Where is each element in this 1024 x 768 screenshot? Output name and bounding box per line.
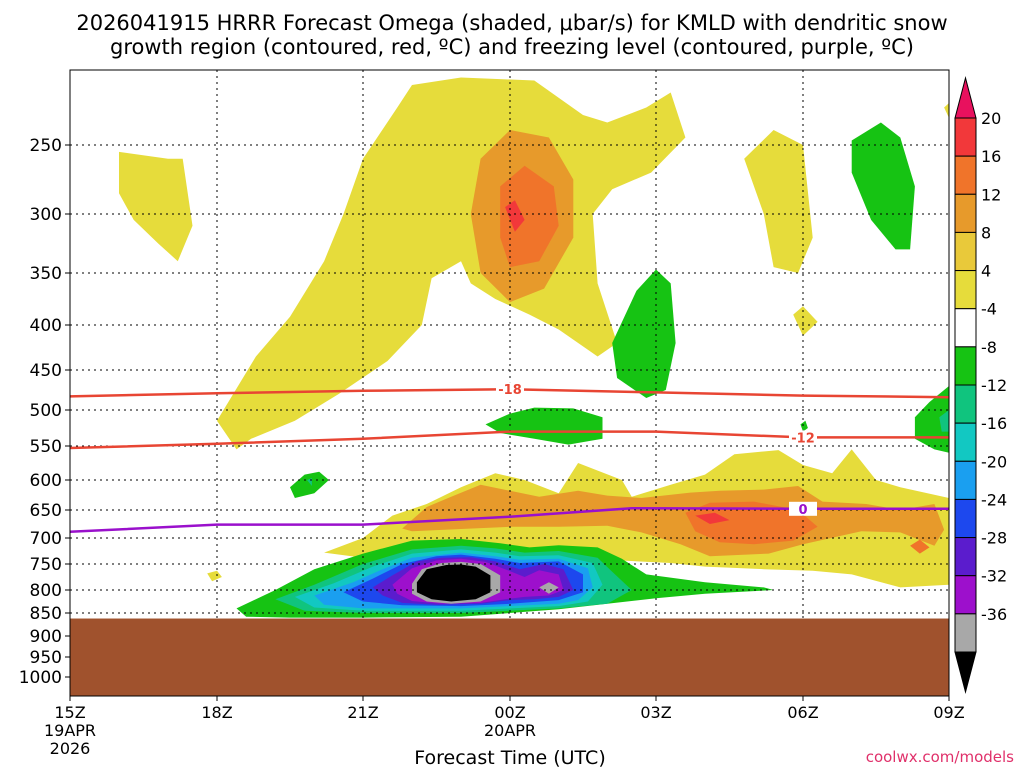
colorbar: 20 16 12 8 4 -4 -8 -12 -16 -20 -24 -28 -32 -36 (954, 76, 1007, 694)
contour-label-isotherm-minus18: -18 (498, 383, 522, 398)
colorbar-swatch (954, 537, 977, 577)
x-axis-title: Forecast Time (UTC) (414, 747, 605, 768)
credit-link[interactable]: coolwx.com/models (866, 748, 1014, 766)
x-tick-date: 20APR (484, 721, 536, 740)
omega-region-upper-mid-positive (217, 77, 686, 450)
colorbar-label: -24 (981, 490, 1007, 509)
chart-title-line1: 2026041915 HRRR Forecast Omega (shaded, … (76, 11, 947, 35)
y-tick-label-950: 950 (30, 648, 62, 668)
omega-region-right-high-positive (744, 130, 813, 273)
y-axis: 250 300 350 400 450 500 550 600 650 700 750 800 850 9… (19, 136, 70, 688)
omega-region-right-edge-positive (944, 103, 949, 118)
contour-label-bg (789, 501, 817, 516)
plot-area: -18 -12 0 (69, 69, 950, 697)
colorbar-swatch (954, 231, 977, 272)
colorbar-label: 12 (981, 185, 1001, 204)
omega-region-right-small-orange (910, 539, 930, 554)
colorbar-label: -8 (981, 338, 997, 357)
ground-below-surface (70, 618, 949, 696)
colorbar-label: -32 (981, 567, 1007, 586)
colorbar-label: -16 (981, 414, 1007, 433)
y-tick-label-350: 350 (30, 264, 62, 284)
colorbar-label: -12 (981, 376, 1007, 395)
y-tick-label-500: 500 (30, 401, 62, 421)
omega-region-green-600 (290, 471, 329, 498)
colorbar-label: -4 (981, 300, 997, 319)
colorbar-label: 16 (981, 147, 1001, 166)
y-tick-label-900: 900 (30, 627, 62, 647)
colorbar-label: 20 (981, 109, 1001, 128)
contour-label-freezing-level-0: 0 (798, 503, 807, 518)
omega-region-upper-orange-12 (500, 165, 559, 268)
y-tick-label-1000: 1000 (19, 668, 62, 688)
colorbar-label: -20 (981, 452, 1007, 471)
y-tick-label-300: 300 (30, 205, 62, 225)
contour-label-bg (789, 430, 817, 445)
y-tick-label-850: 850 (30, 604, 62, 624)
colorbar-swatch (954, 346, 977, 386)
x-tick-label-15Z: 15Z (54, 703, 85, 722)
colorbar-swatch (954, 270, 977, 310)
omega-region-upper-left-positive (119, 151, 193, 262)
omega-region-green-upper-right (851, 122, 915, 250)
y-tick-label-700: 700 (30, 529, 62, 549)
y-tick-label-450: 450 (30, 361, 62, 381)
y-tick-label-750: 750 (30, 555, 62, 575)
omega-region-blob-gray-2 (539, 582, 559, 594)
x-tick-label-09Z: 09Z (933, 703, 964, 722)
colorbar-label: -36 (981, 605, 1007, 624)
colorbar-swatch (954, 193, 977, 233)
colorbar-label: -28 (981, 529, 1007, 548)
x-tick-label-03Z: 03Z (640, 703, 671, 722)
colorbar-swatch (954, 422, 977, 462)
x-tick-label-06Z: 06Z (787, 703, 818, 722)
y-tick-label-550: 550 (30, 437, 62, 457)
omega-region-green-520-dot (800, 420, 808, 432)
colorbar-swatch (954, 308, 977, 348)
omega-region-teal-right-edge (939, 410, 949, 432)
omega-region-green-right-edge (914, 386, 949, 453)
omega-shading (119, 77, 950, 618)
omega-region-lower-band-dark-orange (685, 501, 818, 545)
chart-title-line2: growth region (contoured, red, ºC) and f… (110, 35, 914, 59)
y-tick-label-650: 650 (30, 501, 62, 521)
colorbar-bottom-arrow (954, 651, 977, 694)
omega-region-green-400 (612, 269, 676, 398)
colorbar-swatch (954, 155, 977, 195)
y-tick-label-400: 400 (30, 316, 62, 336)
omega-region-left-lower-positive (207, 570, 222, 582)
colorbar-swatch (954, 384, 977, 424)
colorbar-swatch (954, 498, 977, 539)
omega-region-green-520 (485, 407, 603, 445)
x-tick-label-18Z: 18Z (201, 703, 232, 722)
temperature-contours: -18 -12 0 (69, 382, 950, 534)
contour-label-isotherm-minus12: -12 (791, 431, 815, 446)
colorbar-swatch (954, 460, 977, 500)
omega-region-blob-black (416, 564, 491, 602)
colorbar-swatch (954, 613, 977, 653)
y-tick-label-250: 250 (30, 136, 62, 156)
colorbar-label: 4 (981, 262, 991, 281)
colorbar-swatch (954, 575, 977, 615)
omega-region-lower-band-red (695, 512, 730, 524)
colorbar-top-arrow (954, 76, 977, 119)
colorbar-label: 8 (981, 223, 991, 242)
x-tick-label-00Z: 00Z (494, 703, 525, 722)
x-tick-year: 2026 (50, 739, 91, 758)
y-tick-label-800: 800 (30, 581, 62, 601)
contour-label-bg (496, 382, 524, 397)
x-tick-date: 19APR (44, 721, 96, 740)
colorbar-swatch (954, 117, 977, 157)
x-tick-label-21Z: 21Z (347, 703, 378, 722)
y-tick-label-600: 600 (30, 471, 62, 491)
omega-region-small-400-positive (793, 306, 818, 336)
